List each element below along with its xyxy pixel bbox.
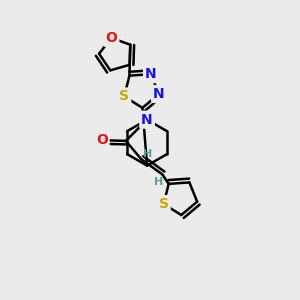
- Text: H: H: [143, 149, 152, 159]
- Text: O: O: [96, 133, 108, 147]
- Text: N: N: [141, 113, 153, 127]
- Text: S: S: [159, 197, 169, 211]
- Text: O: O: [106, 31, 117, 45]
- Text: S: S: [119, 89, 129, 103]
- Text: N: N: [153, 87, 165, 101]
- Text: H: H: [154, 177, 164, 187]
- Text: N: N: [145, 67, 157, 81]
